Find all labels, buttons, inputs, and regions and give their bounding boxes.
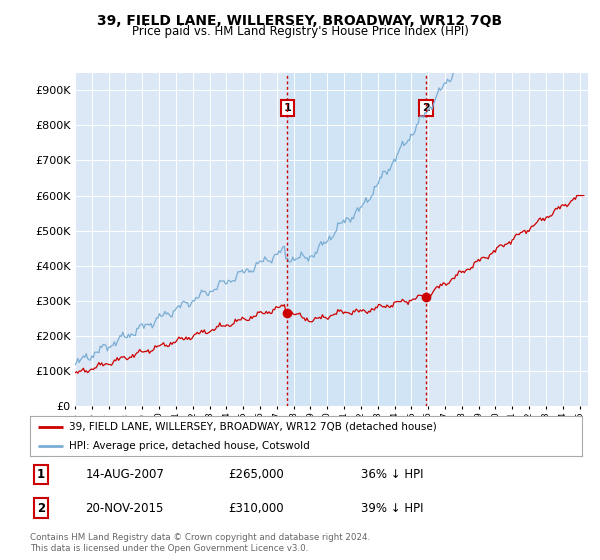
Text: 39, FIELD LANE, WILLERSEY, BROADWAY, WR12 7QB: 39, FIELD LANE, WILLERSEY, BROADWAY, WR1…	[97, 14, 503, 28]
Text: HPI: Average price, detached house, Cotswold: HPI: Average price, detached house, Cots…	[68, 441, 310, 450]
Bar	[287, 73, 426, 406]
Text: 1: 1	[283, 103, 291, 113]
Text: 14-AUG-2007: 14-AUG-2007	[85, 468, 164, 481]
Text: Price paid vs. HM Land Registry's House Price Index (HPI): Price paid vs. HM Land Registry's House …	[131, 25, 469, 38]
Text: 2: 2	[37, 502, 45, 515]
Text: 39% ↓ HPI: 39% ↓ HPI	[361, 502, 424, 515]
Text: Contains HM Land Registry data © Crown copyright and database right 2024.
This d: Contains HM Land Registry data © Crown c…	[30, 533, 370, 553]
Text: 2: 2	[422, 103, 430, 113]
Text: £265,000: £265,000	[229, 468, 284, 481]
Text: £310,000: £310,000	[229, 502, 284, 515]
Text: 39, FIELD LANE, WILLERSEY, BROADWAY, WR12 7QB (detached house): 39, FIELD LANE, WILLERSEY, BROADWAY, WR1…	[68, 422, 436, 432]
Text: 36% ↓ HPI: 36% ↓ HPI	[361, 468, 424, 481]
Text: 1: 1	[37, 468, 45, 481]
Text: 20-NOV-2015: 20-NOV-2015	[85, 502, 164, 515]
